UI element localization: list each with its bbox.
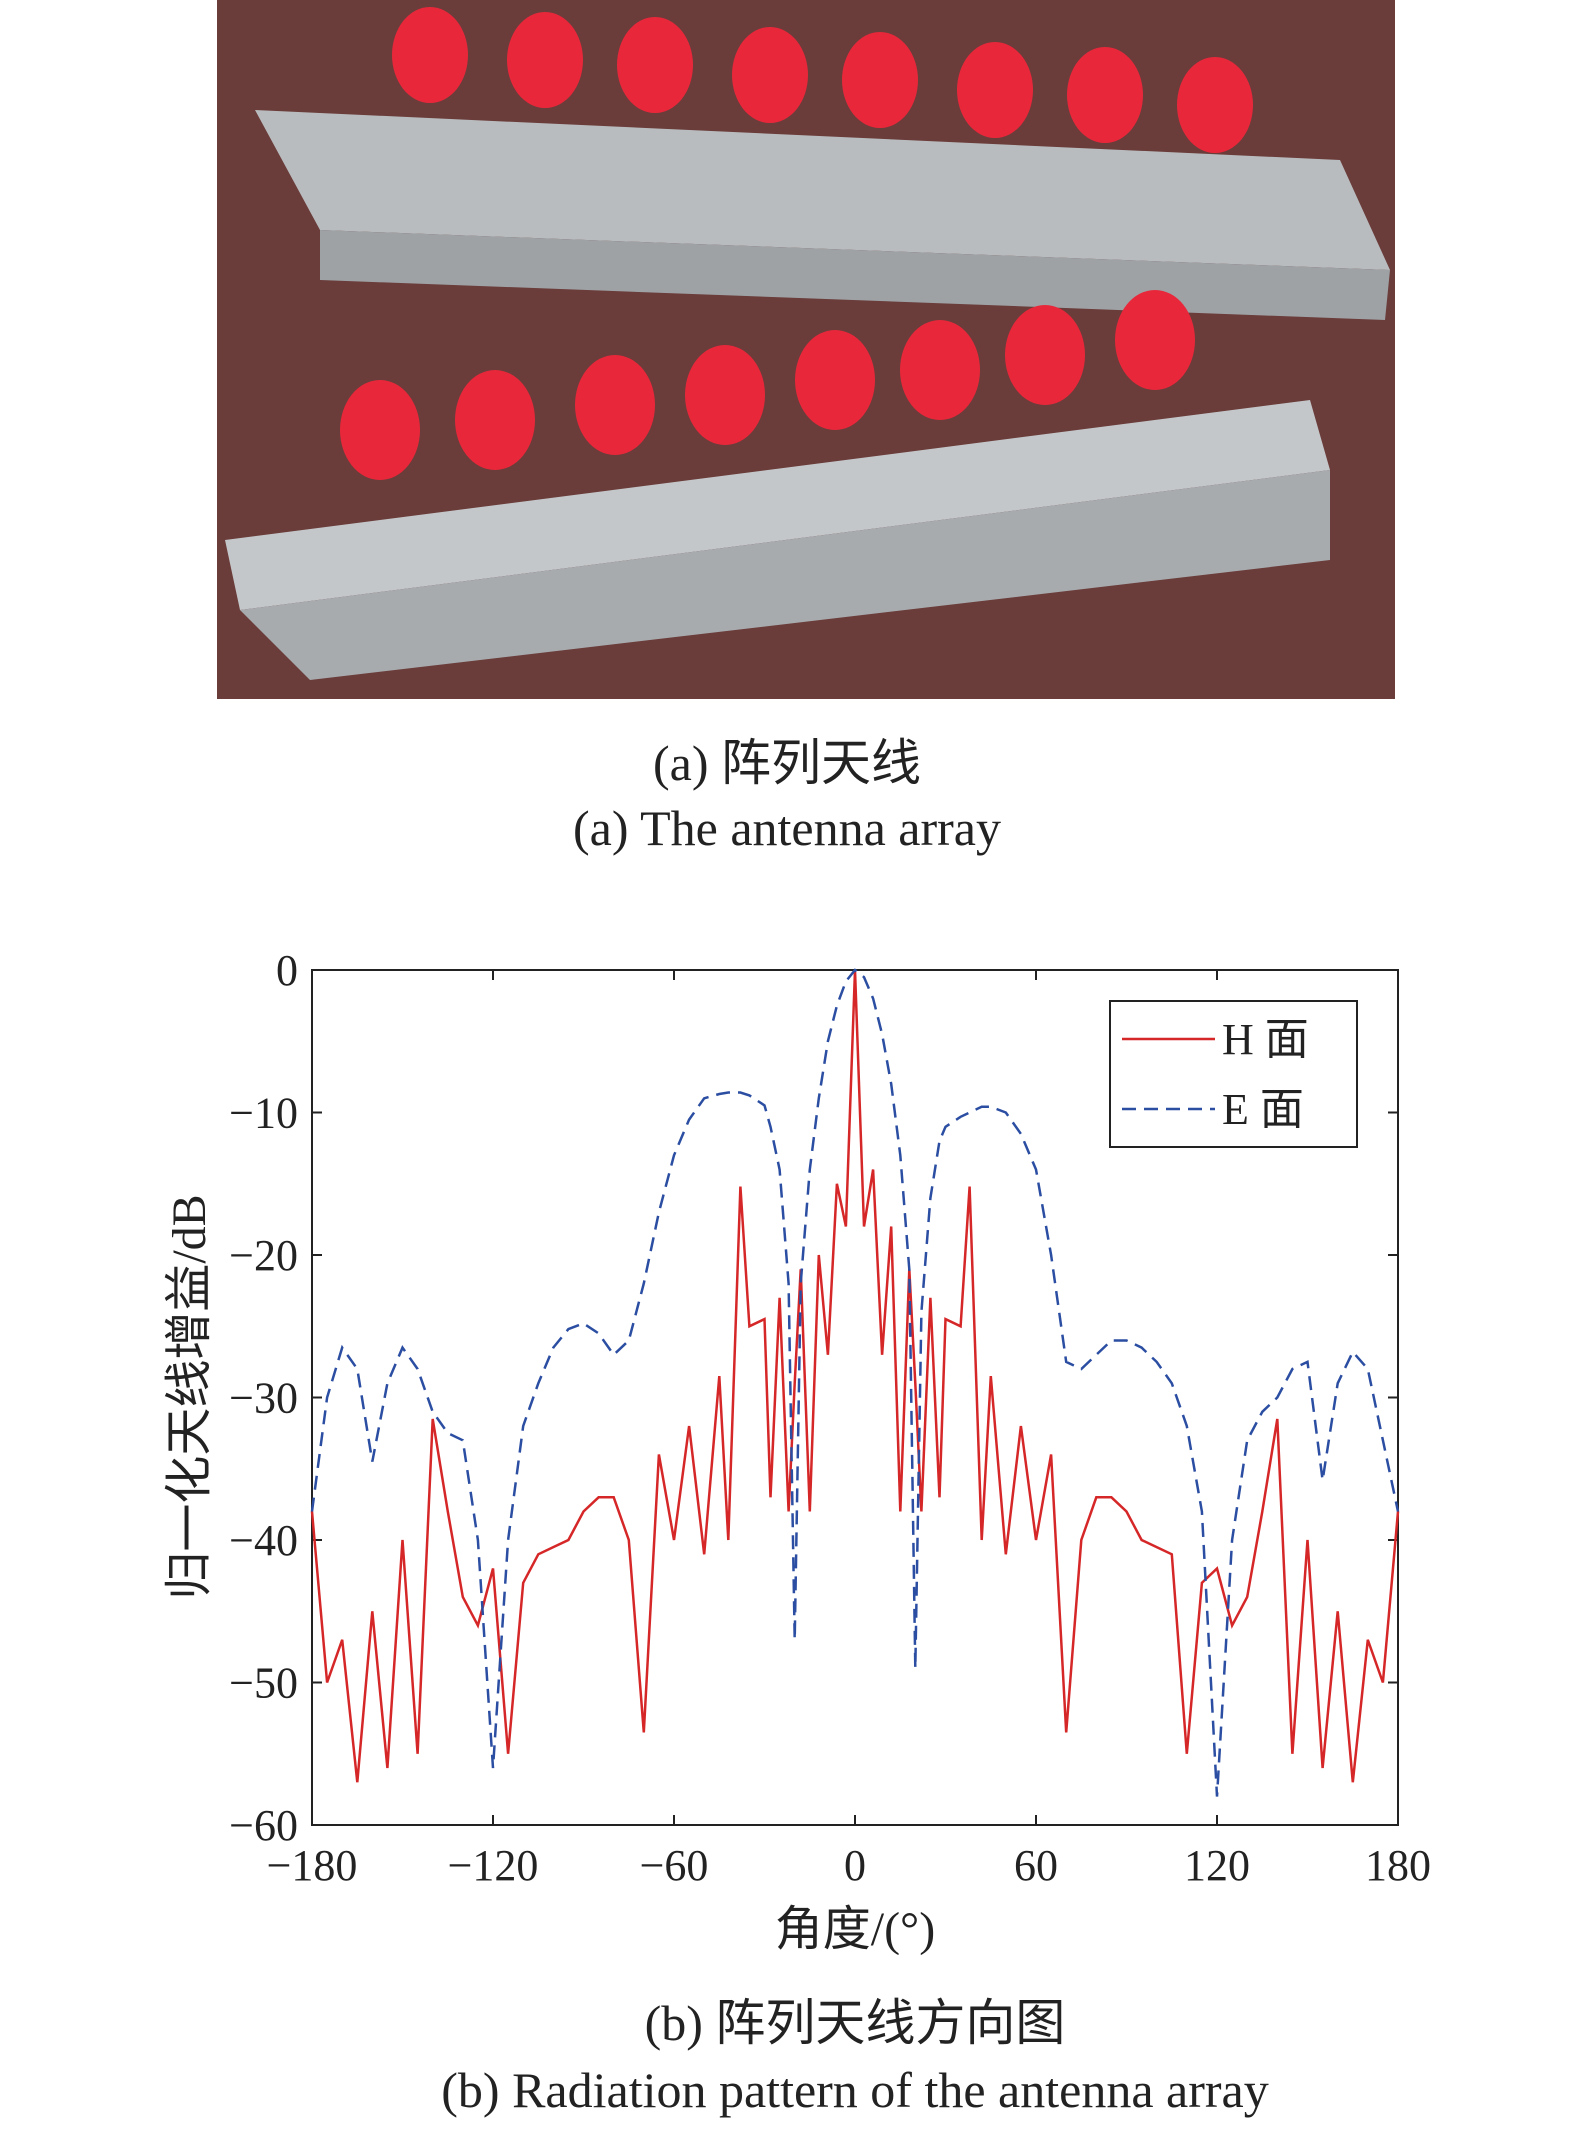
legend-label: E 面 — [1222, 1085, 1304, 1134]
y-axis-label: 归一化天线增益/dB — [163, 1194, 216, 1599]
x-axis-label: 角度/(°) — [775, 1903, 936, 1956]
antenna-photo — [217, 0, 1395, 699]
y-tick-label: −40 — [229, 1516, 298, 1565]
y-tick-label: −30 — [229, 1374, 298, 1423]
y-tick-label: −60 — [229, 1801, 298, 1850]
x-tick-label: −60 — [640, 1841, 709, 1890]
legend-label: H 面 — [1222, 1015, 1309, 1064]
photo-caption: (a) 阵列天线 — [653, 735, 921, 791]
x-tick-label: 180 — [1365, 1841, 1431, 1890]
photo-caption: (a) The antenna array — [573, 800, 1001, 856]
x-tick-label: 0 — [844, 1841, 866, 1890]
legend-box — [1109, 1000, 1358, 1148]
x-tick-label: 120 — [1184, 1841, 1250, 1890]
series-line — [310, 968, 1400, 1797]
y-tick-label: −50 — [229, 1659, 298, 1708]
chart-caption: (b) Radiation pattern of the antenna arr… — [441, 2062, 1268, 2118]
y-tick-label: −10 — [229, 1089, 298, 1138]
chart-caption: (b) 阵列天线方向图 — [645, 1995, 1066, 2051]
x-tick-label: 60 — [1014, 1841, 1058, 1890]
y-tick-label: −20 — [229, 1231, 298, 1280]
x-tick-label: −180 — [267, 1841, 358, 1890]
x-tick-label: −120 — [448, 1841, 539, 1890]
y-tick-label: 0 — [276, 946, 298, 995]
